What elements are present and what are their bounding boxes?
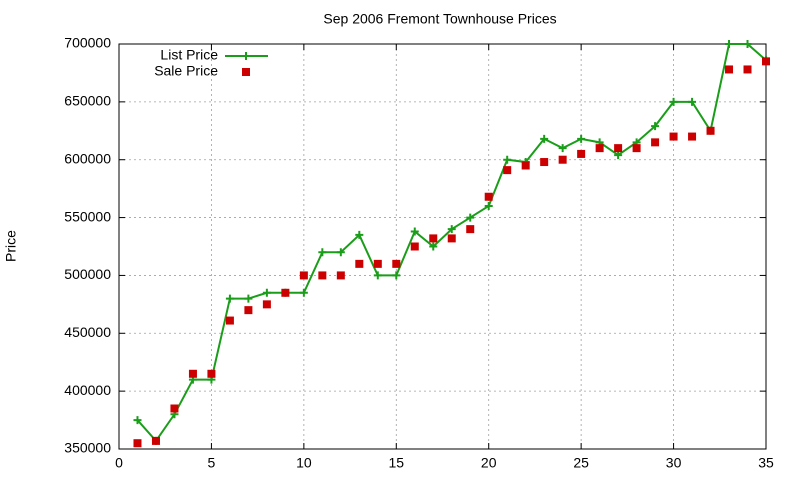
- x-tick-label: 20: [481, 455, 497, 471]
- point-marker: [373, 259, 382, 268]
- point-marker: [521, 161, 530, 170]
- x-tick-label: 30: [666, 455, 682, 471]
- point-marker: [706, 126, 715, 135]
- point-marker: [244, 294, 253, 303]
- point-marker: [355, 230, 364, 239]
- point-marker: [651, 122, 660, 131]
- point-marker: [669, 132, 678, 141]
- point-marker: [133, 416, 142, 425]
- point-marker: [688, 97, 697, 106]
- point-marker: [170, 404, 179, 413]
- point-marker: [207, 369, 216, 378]
- point-marker: [484, 192, 493, 201]
- point-marker: [484, 202, 493, 210]
- point-marker: [447, 225, 456, 234]
- y-tick-label: 450000: [64, 324, 111, 340]
- point-marker: [503, 155, 512, 164]
- point-marker: [262, 300, 271, 309]
- point-marker: [133, 439, 142, 448]
- series-line: [136, 43, 767, 443]
- y-tick-label: 650000: [64, 93, 111, 109]
- chart-title: Sep 2006 Fremont Townhouse Prices: [323, 11, 556, 27]
- point-marker: [392, 259, 401, 268]
- point-marker: [151, 436, 160, 445]
- y-axis-label: Price: [3, 230, 19, 262]
- legend-label: Sale Price: [154, 63, 218, 79]
- x-tick-label: 15: [388, 455, 404, 471]
- point-marker: [392, 271, 401, 280]
- point-marker: [262, 288, 271, 297]
- point-marker: [336, 271, 345, 280]
- plot-border: [118, 43, 767, 450]
- legend-label: List Price: [160, 47, 218, 63]
- y-tick-label: 550000: [64, 208, 111, 224]
- point-marker: [410, 242, 419, 251]
- y-tick-label: 600000: [64, 150, 111, 166]
- point-marker: [595, 144, 604, 153]
- point-marker: [725, 65, 734, 74]
- point-marker: [632, 144, 641, 153]
- y-tick-label: 700000: [64, 35, 111, 51]
- y-tick-label: 400000: [64, 382, 111, 398]
- point-marker: [281, 288, 290, 297]
- point-marker: [743, 40, 752, 48]
- point-marker: [336, 248, 345, 257]
- point-marker: [188, 369, 197, 378]
- x-tick-label: 5: [208, 455, 216, 471]
- y-tick-label: 350000: [64, 440, 111, 456]
- point-marker: [577, 149, 586, 158]
- point-marker: [466, 213, 475, 222]
- point-marker: [725, 40, 734, 48]
- point-marker: [244, 306, 253, 315]
- point-marker: [614, 151, 623, 160]
- point-marker: [651, 138, 660, 147]
- point-marker: [318, 248, 327, 257]
- x-tick-label: 10: [296, 455, 312, 471]
- point-marker: [577, 134, 586, 143]
- point-marker: [688, 132, 697, 141]
- point-marker: [743, 65, 752, 74]
- x-tick-label: 0: [115, 455, 123, 471]
- legend-marker: [242, 68, 250, 76]
- legend-marker: [242, 52, 250, 60]
- point-marker: [355, 259, 364, 268]
- x-tick-label: 35: [758, 455, 774, 471]
- point-marker: [466, 225, 475, 234]
- point-marker: [225, 316, 234, 325]
- point-marker: [429, 242, 438, 251]
- point-marker: [669, 97, 678, 106]
- point-marker: [373, 271, 382, 280]
- point-marker: [614, 144, 623, 153]
- point-marker: [503, 166, 512, 175]
- y-tick-label: 500000: [64, 266, 111, 282]
- point-marker: [540, 158, 549, 167]
- point-marker: [318, 271, 327, 280]
- point-marker: [299, 288, 308, 297]
- point-marker: [762, 57, 770, 66]
- point-marker: [410, 227, 419, 236]
- point-marker: [429, 234, 438, 243]
- point-marker: [447, 234, 456, 243]
- point-marker: [558, 144, 567, 153]
- point-marker: [299, 271, 308, 280]
- point-marker: [540, 134, 549, 143]
- point-marker: [225, 294, 234, 303]
- point-marker: [558, 155, 567, 164]
- x-tick-label: 25: [573, 455, 589, 471]
